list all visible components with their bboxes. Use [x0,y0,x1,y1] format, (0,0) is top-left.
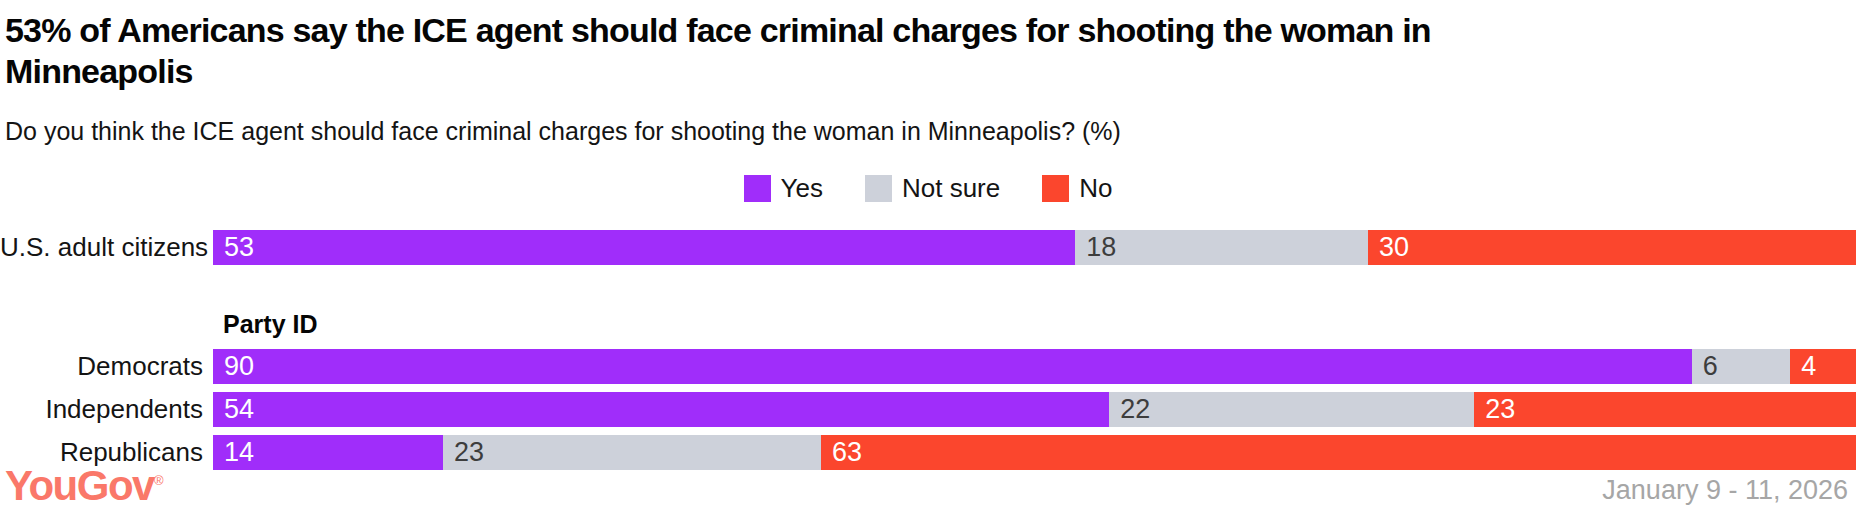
row-label: U.S. adult citizens [0,232,213,263]
yougov-logo-text: YouGov [5,462,154,509]
legend-swatch-no [1042,175,1069,202]
stacked-bar: 90 6 4 [213,349,1856,384]
stacked-bar: 54 22 23 [213,392,1856,427]
bar-row-us-adults: U.S. adult citizens 53 18 30 [0,230,1856,265]
legend-label-yes: Yes [781,173,823,204]
chart-page: 53% of Americans say the ICE agent shoul… [0,0,1856,515]
bar-row-democrats: Democrats 90 6 4 [0,349,1856,384]
stacked-bar: 53 18 30 [213,230,1856,265]
bar-value-yes: 54 [213,392,254,427]
legend-item-yes: Yes [744,173,823,204]
survey-question: Do you think the ICE agent should face c… [5,116,1856,146]
registered-trademark-icon: ® [154,473,164,488]
bar-segment-yes: 53 [213,230,1075,265]
bar-value-yes: 90 [213,349,254,384]
bar-value-no: 23 [1474,392,1515,427]
legend: Yes Not sure No [0,173,1856,204]
bar-value-not-sure: 22 [1109,392,1150,427]
bar-segment-no: 4 [1790,349,1856,384]
bar-segment-not-sure: 6 [1692,349,1791,384]
legend-swatch-yes [744,175,771,202]
bar-value-no: 30 [1368,230,1409,265]
yougov-logo: YouGov® [5,460,163,507]
bar-value-not-sure: 18 [1075,230,1116,265]
bar-segment-no: 23 [1474,392,1856,427]
page-title: 53% of Americans say the ICE agent shoul… [5,10,1565,92]
stacked-bar-chart: U.S. adult citizens 53 18 30 Party ID De… [0,230,1856,470]
bar-segment-not-sure: 18 [1075,230,1368,265]
bar-segment-no: 30 [1368,230,1856,265]
bar-value-not-sure: 6 [1692,349,1718,384]
bar-row-independents: Independents 54 22 23 [0,392,1856,427]
fieldwork-dates: January 9 - 11, 2026 [1602,473,1848,507]
legend-label-not-sure: Not sure [902,173,1000,204]
legend-item-no: No [1042,173,1112,204]
row-label: Independents [0,394,213,425]
section-label-party-id: Party ID [223,310,1856,339]
bar-segment-not-sure: 22 [1109,392,1474,427]
bar-segment-yes: 54 [213,392,1109,427]
row-label: Democrats [0,351,213,382]
legend-item-not-sure: Not sure [865,173,1000,204]
legend-swatch-not-sure [865,175,892,202]
legend-label-no: No [1079,173,1112,204]
footer: YouGov® January 9 - 11, 2026 [5,460,1848,507]
bar-value-no: 4 [1790,349,1816,384]
bar-value-yes: 53 [213,230,254,265]
bar-segment-yes: 90 [213,349,1692,384]
